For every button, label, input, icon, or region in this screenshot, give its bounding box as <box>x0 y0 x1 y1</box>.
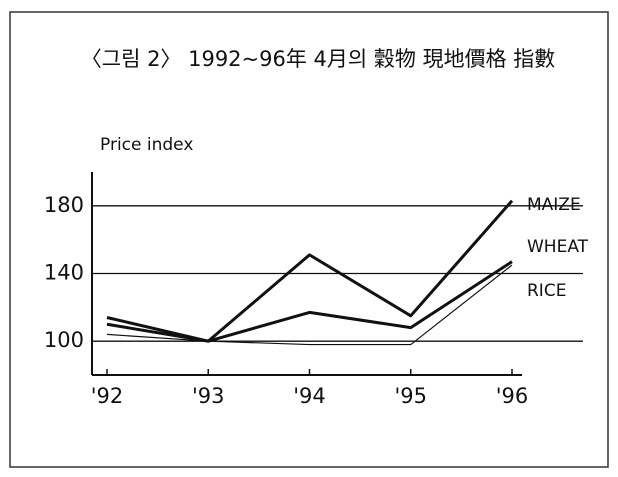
y-tick-label: 140 <box>44 261 84 285</box>
y-axis-label: Price index <box>100 135 193 155</box>
series-line <box>106 260 513 343</box>
series-line <box>106 264 513 346</box>
x-tick-label: '95 <box>395 384 428 408</box>
x-tick-label: '93 <box>192 384 225 408</box>
series-label: RICE <box>527 281 566 301</box>
series-label: WHEAT <box>527 237 589 257</box>
frame <box>9 11 609 468</box>
x-tick-label: '92 <box>91 384 124 408</box>
y-tick-label: 180 <box>44 193 84 217</box>
series-label: MAIZE <box>527 195 581 215</box>
y-tick-label: 100 <box>44 328 84 352</box>
x-tick-label: '94 <box>293 384 326 408</box>
chart-title: 〈그림 2〉 1992~96年 4月의 穀物 現地價格 指數 <box>81 47 556 71</box>
series-line <box>106 199 514 343</box>
x-tick-label: '96 <box>496 384 529 408</box>
